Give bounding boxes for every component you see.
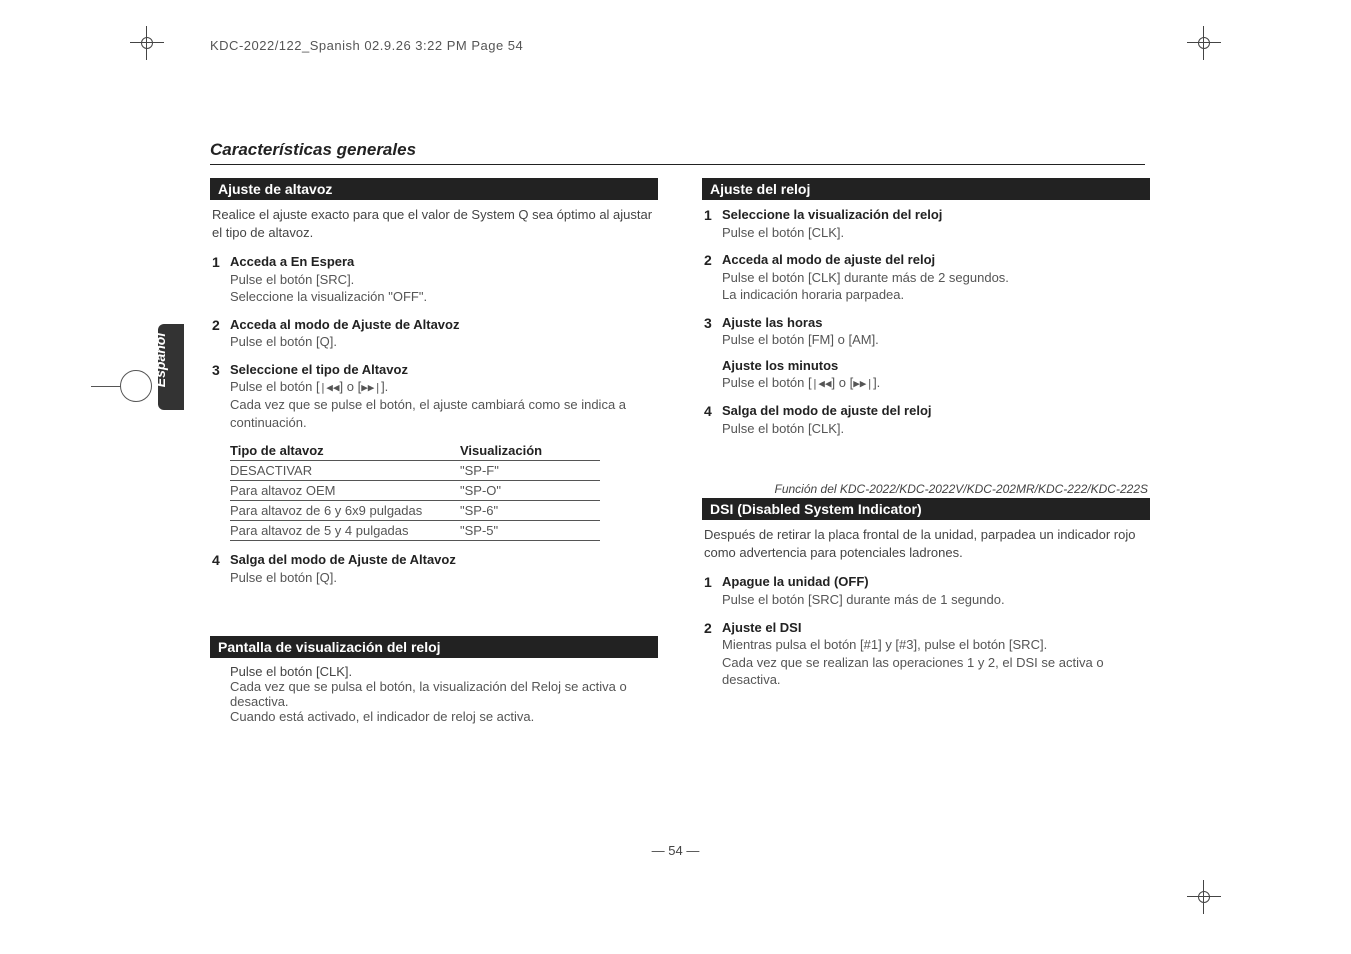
next-track-icon: ▶▶| (361, 381, 381, 396)
step-title: Acceda a En Espera (230, 253, 658, 271)
text-fragment: Pulse el botón [ (230, 379, 320, 394)
step: 4 Salga del modo de ajuste del reloj Pul… (702, 402, 1150, 437)
table-row: Para altavoz de 6 y 6x9 pulgadas "SP-6" (230, 501, 600, 521)
section-intro: Después de retirar la placa frontal de l… (702, 526, 1150, 561)
step-text: Cada vez que se pulsa el botón, la visua… (230, 679, 658, 709)
step: 1 Apague la unidad (OFF) Pulse el botón … (702, 573, 1150, 608)
step-number: 2 (704, 619, 722, 689)
step: 1 Seleccione la visualización del reloj … (702, 206, 1150, 241)
step-number: 4 (704, 402, 722, 437)
step-text: Pulse el botón [CLK]. (230, 664, 658, 679)
table-cell: DESACTIVAR (230, 463, 460, 478)
step: 4 Salga del modo de Ajuste de Altavoz Pu… (210, 551, 658, 586)
page-number: — 54 — (0, 843, 1351, 858)
registration-mark (1197, 890, 1211, 904)
step-title: Seleccione la visualización del reloj (722, 206, 1150, 224)
table-header-cell: Tipo de altavoz (230, 443, 460, 458)
step-title: Salga del modo de Ajuste de Altavoz (230, 551, 658, 569)
step: 2 Ajuste el DSI Mientras pulsa el botón … (702, 619, 1150, 689)
step: 1 Acceda a En Espera Pulse el botón [SRC… (210, 253, 658, 306)
right-column: Ajuste del reloj 1 Seleccione la visuali… (702, 178, 1150, 724)
step-number: 4 (212, 551, 230, 586)
step-number: 1 (704, 573, 722, 608)
step-text: Pulse el botón [FM] o [AM]. (722, 331, 1150, 349)
section-heading: Pantalla de visualización del reloj (210, 636, 658, 658)
text-fragment: ]. (381, 379, 388, 394)
step-title: Ajuste las horas (722, 314, 1150, 332)
step-text: Cada vez que se pulse el botón, el ajust… (230, 396, 658, 431)
registration-mark (140, 36, 154, 50)
table-cell: Para altavoz OEM (230, 483, 460, 498)
step-title: Ajuste los minutos (722, 357, 1150, 375)
table-row: Para altavoz de 5 y 4 pulgadas "SP-5" (230, 521, 600, 541)
table-row: Para altavoz OEM "SP-O" (230, 481, 600, 501)
step-text: Pulse el botón [Q]. (230, 333, 658, 351)
prev-track-icon: |◀◀ (320, 381, 340, 396)
section-intro: Realice el ajuste exacto para que el val… (210, 206, 658, 241)
step-text: Seleccione la visualización "OFF". (230, 288, 658, 306)
step: 2 Acceda al modo de Ajuste de Altavoz Pu… (210, 316, 658, 351)
step-number: 3 (704, 314, 722, 392)
step-title: Salga del modo de ajuste del reloj (722, 402, 1150, 420)
text-fragment: ] o [ (340, 379, 362, 394)
table-header-row: Tipo de altavoz Visualización (230, 441, 600, 461)
section-heading: DSI (Disabled System Indicator) (702, 498, 1150, 520)
text-fragment: Pulse el botón [ (722, 375, 812, 390)
step-number: 1 (212, 253, 230, 306)
table-cell: "SP-5" (460, 523, 600, 538)
step: 3 Seleccione el tipo de Altavoz Pulse el… (210, 361, 658, 431)
speaker-table: Tipo de altavoz Visualización DESACTIVAR… (230, 441, 600, 541)
print-header: KDC-2022/122_Spanish 02.9.26 3:22 PM Pag… (210, 38, 523, 53)
prev-track-icon: |◀◀ (812, 377, 832, 392)
step-title: Acceda al modo de Ajuste de Altavoz (230, 316, 658, 334)
table-cell: Para altavoz de 5 y 4 pulgadas (230, 523, 460, 538)
table-row: DESACTIVAR "SP-F" (230, 461, 600, 481)
step-text: La indicación horaria parpadea. (722, 286, 1150, 304)
step-text: Pulse el botón [Q]. (230, 569, 658, 587)
step-number: 3 (212, 361, 230, 431)
text-fragment: ] o [ (832, 375, 854, 390)
step-title: Acceda al modo de ajuste del reloj (722, 251, 1150, 269)
step-text: Cuando está activado, el indicador de re… (230, 709, 658, 724)
step-number: 2 (704, 251, 722, 304)
step-text: Pulse el botón [CLK] durante más de 2 se… (722, 269, 1150, 287)
step-text: Pulse el botón [|◀◀] o [▶▶|]. (230, 378, 658, 396)
next-track-icon: ▶▶| (853, 377, 873, 392)
step-number: 1 (704, 206, 722, 241)
step: 2 Acceda al modo de ajuste del reloj Pul… (702, 251, 1150, 304)
function-note: Función del KDC-2022/KDC-2022V/KDC-202MR… (702, 482, 1150, 496)
step-text: Pulse el botón [SRC]. (230, 271, 658, 289)
step-title: Apague la unidad (OFF) (722, 573, 1150, 591)
text-fragment: ]. (873, 375, 880, 390)
step-number: 2 (212, 316, 230, 351)
table-cell: "SP-F" (460, 463, 600, 478)
table-header-cell: Visualización (460, 443, 600, 458)
step-text: Pulse el botón [|◀◀] o [▶▶|]. (722, 374, 1150, 392)
left-column: Ajuste de altavoz Realice el ajuste exac… (210, 178, 658, 724)
gutter-mark (120, 370, 152, 402)
section-heading: Ajuste de altavoz (210, 178, 658, 200)
step-title: Ajuste el DSI (722, 619, 1150, 637)
step-text: Cada vez que se realizan las operaciones… (722, 654, 1150, 689)
registration-mark (1197, 36, 1211, 50)
step-title: Seleccione el tipo de Altavoz (230, 361, 658, 379)
step: 3 Ajuste las horas Pulse el botón [FM] o… (702, 314, 1150, 392)
language-tab-label: Español (152, 320, 168, 400)
step-text: Mientras pulsa el botón [#1] y [#3], pul… (722, 636, 1150, 654)
title-underline (210, 164, 1145, 165)
step-text: Pulse el botón [SRC] durante más de 1 se… (722, 591, 1150, 609)
table-cell: Para altavoz de 6 y 6x9 pulgadas (230, 503, 460, 518)
table-cell: "SP-O" (460, 483, 600, 498)
table-cell: "SP-6" (460, 503, 600, 518)
section-heading: Ajuste del reloj (702, 178, 1150, 200)
step-text: Pulse el botón [CLK]. (722, 224, 1150, 242)
step-text: Pulse el botón [CLK]. (722, 420, 1150, 438)
page-title: Características generales (210, 140, 416, 160)
